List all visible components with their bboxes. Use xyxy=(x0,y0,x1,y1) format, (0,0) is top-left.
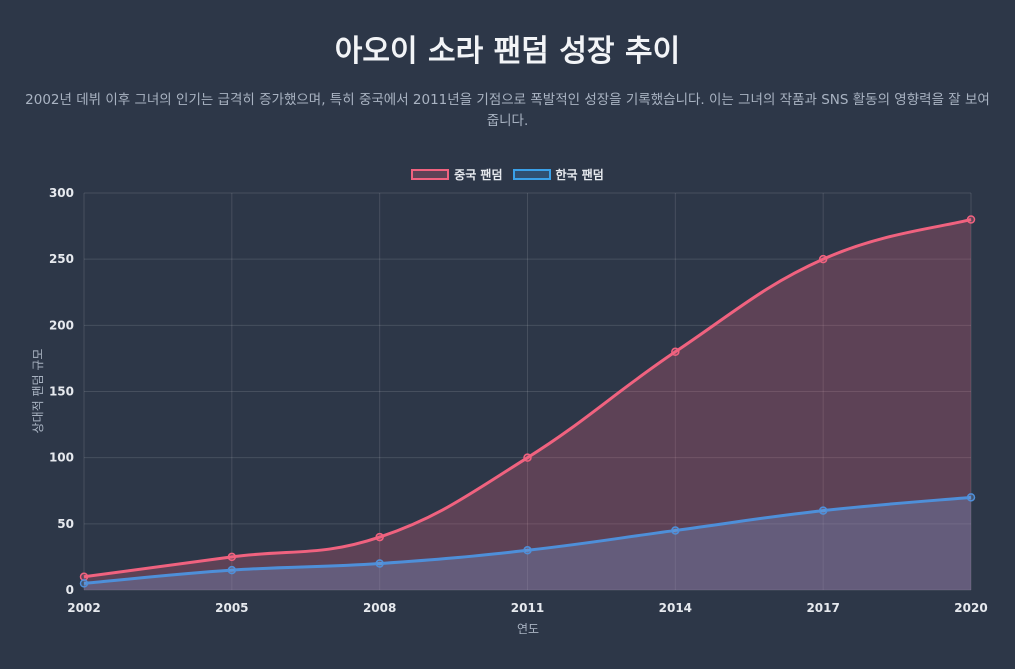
series-line-0 xyxy=(83,218,972,579)
y-tick-label: 300 xyxy=(49,186,74,200)
data-point[interactable] xyxy=(227,552,237,562)
x-tick-label: 2002 xyxy=(67,601,100,615)
legend-label-korea: 한국 팬덤 xyxy=(555,168,604,182)
x-tick-labels: 2002 2005 2008 2011 2014 2017 2020 xyxy=(67,601,987,615)
y-tick-label: 50 xyxy=(57,517,74,531)
y-tick-label: 150 xyxy=(49,385,74,399)
y-tick-label: 250 xyxy=(49,252,74,266)
x-tick-label: 2005 xyxy=(215,601,248,615)
x-axis-title: 연도 xyxy=(517,622,539,636)
y-axis-title: 상대적 팬덤 규모 xyxy=(31,349,45,434)
data-point[interactable] xyxy=(671,526,680,535)
y-tick-label: 100 xyxy=(49,451,74,465)
x-tick-label: 2008 xyxy=(363,601,396,615)
data-point[interactable] xyxy=(79,579,89,588)
y-tick-label: 0 xyxy=(66,583,74,597)
grid-lines xyxy=(83,192,972,591)
x-tick-label: 2014 xyxy=(659,601,692,615)
x-tick-label: 2017 xyxy=(806,601,839,615)
series-lines xyxy=(83,218,972,585)
legend-swatch-china xyxy=(411,169,450,180)
data-point[interactable] xyxy=(523,453,532,462)
chart-subtitle: 2002년 데뷔 이후 그녀의 인기는 급격히 증가했으며, 특히 중국에서 2… xyxy=(25,92,990,129)
chart-title: 아오이 소라 팬덤 성장 추이 xyxy=(334,34,681,69)
legend-item-korea[interactable]: 한국 팬덤 xyxy=(512,166,604,183)
data-point[interactable] xyxy=(375,559,384,568)
y-tick-labels: 0 50 100 150 200 250 300 xyxy=(49,186,74,597)
data-point[interactable] xyxy=(818,254,828,264)
series-area-0 xyxy=(84,219,971,590)
legend-swatch-korea xyxy=(512,169,551,180)
data-point[interactable] xyxy=(966,493,976,502)
data-point[interactable] xyxy=(966,215,976,224)
legend-label-china: 중국 팬덤 xyxy=(454,168,503,182)
chart-legend: 중국 팬덤 한국 팬덤 xyxy=(0,166,1015,183)
data-point[interactable] xyxy=(227,565,237,575)
data-point[interactable] xyxy=(523,546,532,555)
data-point[interactable] xyxy=(375,532,384,542)
data-point[interactable] xyxy=(818,506,828,515)
y-tick-label: 200 xyxy=(49,318,74,332)
x-tick-label: 2020 xyxy=(954,601,987,615)
data-point[interactable] xyxy=(671,347,680,357)
data-points xyxy=(79,215,976,588)
series-line-1 xyxy=(83,495,972,585)
legend-item-china[interactable]: 중국 팬덤 xyxy=(411,166,503,183)
x-tick-label: 2011 xyxy=(511,601,544,615)
